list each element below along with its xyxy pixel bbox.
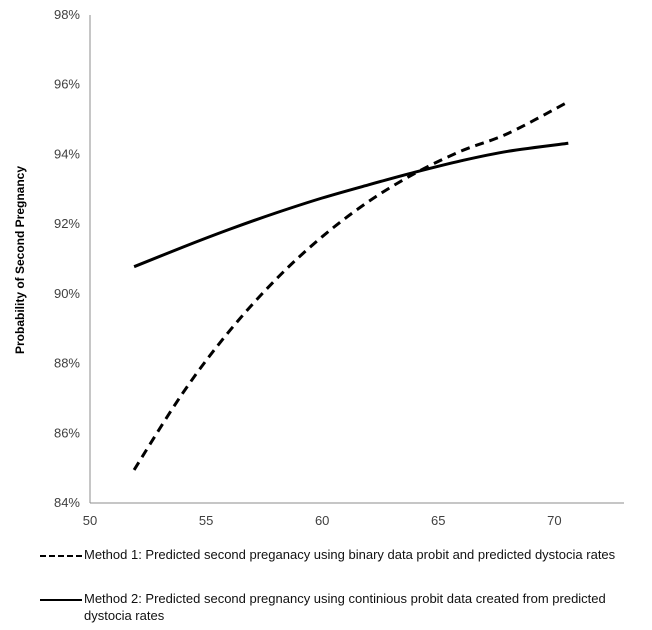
tick-labels: 84% 86% 88% 90% 92% 94% 96% 98% 50 55 60 65 70	[54, 7, 562, 528]
x-tick-label: 50	[83, 513, 97, 528]
y-tick-label: 86%	[54, 425, 80, 440]
y-tick-label: 94%	[54, 146, 80, 161]
series-lines	[132, 100, 569, 471]
x-tick-label: 55	[199, 513, 213, 528]
y-tick-label: 90%	[54, 286, 80, 301]
y-tick-label: 98%	[54, 7, 80, 22]
series-line-method-2	[133, 141, 569, 269]
axes	[89, 15, 624, 504]
x-tick-label: 70	[547, 513, 561, 528]
x-tick-label: 65	[431, 513, 445, 528]
legend-swatch-dashed	[40, 555, 82, 557]
y-tick-label: 92%	[54, 216, 80, 231]
legend-label-method-1: Method 1: Predicted second preganacy usi…	[84, 547, 616, 562]
legend-item-method-2: Method 2: Predicted second pregnancy usi…	[40, 590, 640, 630]
y-tick-label: 88%	[54, 356, 80, 371]
x-tick-label: 60	[315, 513, 329, 528]
y-axis-label: Probability of Second Pregnancy	[13, 166, 27, 354]
y-tick-label: 84%	[54, 495, 80, 510]
series-line-method-1	[132, 100, 569, 471]
legend-item-method-1: Method 1: Predicted second preganacy usi…	[40, 546, 640, 586]
legend-swatch-solid	[40, 599, 82, 601]
legend-label-method-2: Method 2: Predicted second pregnancy usi…	[84, 591, 606, 623]
y-tick-label: 96%	[54, 77, 80, 92]
